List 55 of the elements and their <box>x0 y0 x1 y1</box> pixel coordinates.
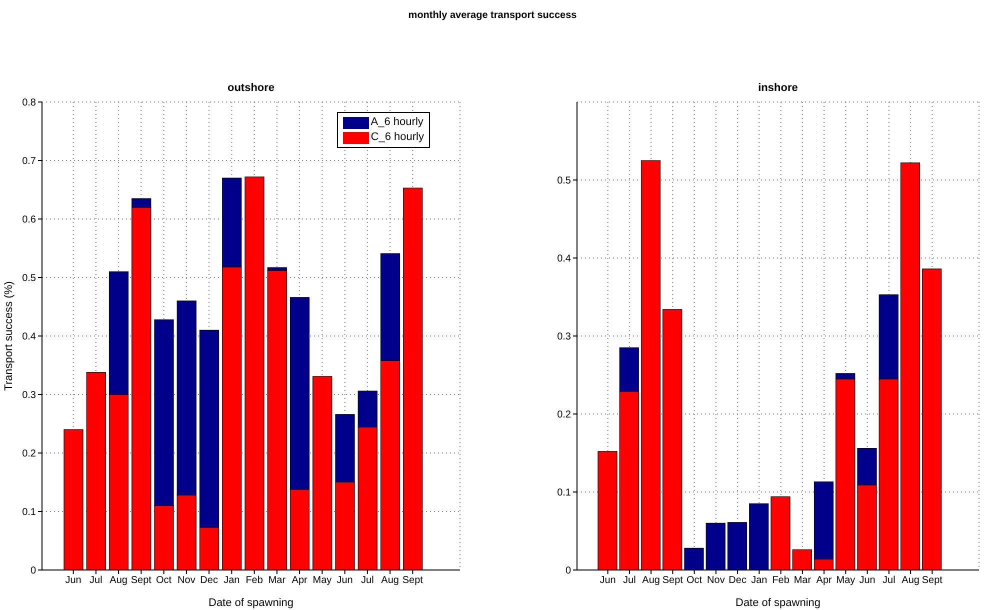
x-tick-label: Apr <box>816 575 833 586</box>
x-tick-label: Jul <box>90 575 102 586</box>
chart-title: inshore <box>757 82 799 94</box>
y-tick-label: 0 <box>30 566 36 577</box>
y-tick-label: 0.3 <box>22 390 36 402</box>
x-tick-label: Sept <box>662 575 684 586</box>
x-tick-label: Aug <box>110 575 128 586</box>
x-tick-label: Oct <box>156 575 172 586</box>
x-tick-label: May <box>312 575 332 586</box>
x-tick-label: Dec <box>200 575 218 586</box>
legend-label: A_6 hourly <box>370 115 424 130</box>
y-tick-label: 0.2 <box>22 448 36 460</box>
y-tick-label: 0.1 <box>22 507 36 518</box>
x-tick-label: Oct <box>686 575 702 586</box>
y-tick-label: 0.5 <box>22 273 36 284</box>
x-tick-label: Dec <box>728 575 746 586</box>
y-tick-label: 0.4 <box>22 332 36 343</box>
x-tick-label: Jul <box>361 575 374 586</box>
y-tick-label: 0.2 <box>557 410 572 421</box>
y-axis-title: Transport success (%) <box>3 281 15 391</box>
y-tick-label: 0.4 <box>557 254 572 265</box>
y-tick-label: 0.6 <box>22 214 36 226</box>
x-tick-label: Jan <box>751 575 768 586</box>
x-tick-label: Jun <box>65 575 82 586</box>
y-tick-label: 0.5 <box>557 176 572 187</box>
x-tick-label: Jun <box>336 575 353 586</box>
y-tick-label: 0.1 <box>557 488 572 499</box>
x-tick-label: Sept <box>402 575 424 586</box>
x-axis-title: Date of spawning <box>208 597 294 609</box>
y-tick-label: 0.7 <box>22 156 36 168</box>
x-tick-label: Jun <box>600 575 616 586</box>
x-tick-label: Jul <box>882 575 896 586</box>
chart-title: outshore <box>226 82 276 94</box>
x-tick-label: Jan <box>224 575 240 586</box>
x-tick-label: Nov <box>707 575 725 586</box>
y-tick-label: 0.3 <box>557 332 572 343</box>
x-tick-label: May <box>836 575 856 586</box>
y-tick-label: 0 <box>565 566 572 577</box>
text: monthly average transport success <box>407 10 578 21</box>
x-axis-title: Date of spawning <box>736 597 820 609</box>
x-tick-label: Sept <box>130 575 152 586</box>
x-tick-label: Jul <box>623 575 636 586</box>
x-tick-label: Jun <box>859 575 876 586</box>
x-tick-label: Aug <box>642 575 660 586</box>
x-tick-label: Feb <box>772 575 790 586</box>
x-tick-label: Mar <box>794 575 812 586</box>
x-tick-label: Apr <box>292 575 308 586</box>
x-tick-label: Mar <box>268 575 286 586</box>
y-tick-label: 0.8 <box>22 98 36 109</box>
legend-label: C_6 hourly <box>370 130 424 145</box>
x-tick-label: Nov <box>178 575 196 586</box>
x-tick-label: Aug <box>902 575 920 586</box>
x-tick-label: Aug <box>381 575 399 586</box>
x-tick-label: Sept <box>922 575 943 586</box>
x-tick-label: Feb <box>246 575 264 586</box>
